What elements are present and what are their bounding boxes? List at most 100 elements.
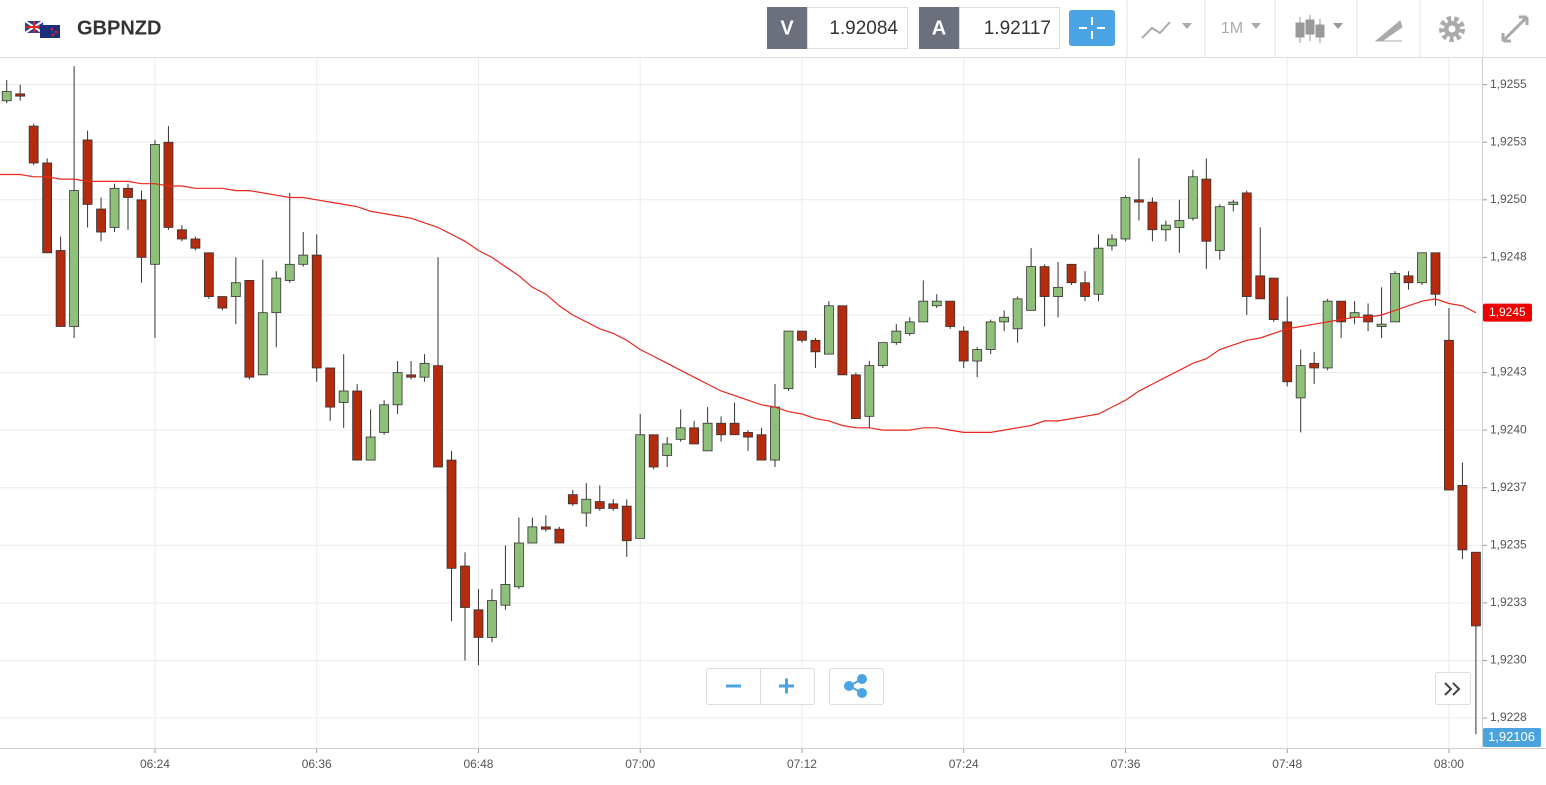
candle-body: [864, 365, 875, 417]
share-box[interactable]: [829, 668, 884, 705]
candle-body: [1214, 206, 1225, 251]
candle-body: [109, 187, 120, 228]
timeframe[interactable]: 1M: [1221, 20, 1243, 37]
crosshair-button[interactable]: [1069, 10, 1115, 46]
moving-average-line: [0, 173, 1477, 433]
candle-body: [433, 365, 443, 468]
candle-body: [1134, 199, 1144, 203]
candle-body: [460, 565, 470, 608]
candle-body: [1295, 365, 1306, 399]
candle-body: [500, 584, 511, 606]
y-tick-label: 1,9253: [1490, 134, 1527, 148]
candle-body: [379, 404, 390, 433]
candle-body: [716, 422, 726, 436]
candle-body: [284, 263, 295, 281]
candle-body: [298, 254, 309, 265]
candle-body: [69, 190, 79, 327]
candle-body: [527, 526, 538, 544]
candle-body: [28, 125, 39, 164]
candle-body: [824, 305, 834, 355]
candle-body: [1107, 238, 1117, 247]
candle-type-button[interactable]: [1295, 15, 1343, 43]
scroll-end-icon: [1444, 682, 1461, 696]
ask-box: [959, 7, 1060, 49]
ma-tag-bg: [1483, 303, 1532, 322]
candle-body: [958, 330, 969, 362]
candle-body: [338, 390, 349, 403]
candle-body: [1268, 277, 1279, 320]
ask-price: 1.92117: [984, 18, 1051, 39]
candle-body: [1376, 323, 1387, 327]
candle-body: [1201, 178, 1212, 242]
settings-button[interactable]: [1439, 16, 1465, 42]
candle-body: [945, 300, 956, 327]
candle-body: [1039, 266, 1050, 297]
candle-body: [1444, 339, 1454, 491]
candle-body: [446, 459, 457, 569]
candle-body: [55, 250, 66, 327]
flag-icon: [24, 20, 60, 38]
ask-button[interactable]: [919, 7, 959, 49]
y-tick-label: 1,9240: [1490, 422, 1527, 436]
candle-body: [770, 406, 780, 461]
candle-body: [514, 542, 524, 588]
zoom-controls: [706, 668, 1471, 705]
candle-body: [689, 427, 700, 445]
expand-button[interactable]: [1501, 15, 1529, 43]
candle-body: [877, 342, 888, 367]
candle-body: [1403, 275, 1414, 284]
candle-body: [972, 349, 983, 362]
candle-body: [217, 296, 228, 309]
scroll-end-button[interactable]: [1435, 672, 1471, 705]
candle-body: [594, 501, 605, 509]
candle-body: [635, 434, 646, 539]
candle-body: [554, 528, 565, 544]
candle-body: [1120, 197, 1131, 240]
candle-body: [230, 282, 241, 297]
candle-body: [1349, 312, 1360, 318]
candle-body: [419, 362, 430, 378]
draw-button[interactable]: [1374, 20, 1403, 42]
ma-tag: 1,9245: [1489, 305, 1526, 319]
candle-body: [1430, 252, 1441, 295]
candle-body: [1390, 273, 1400, 323]
x-tick-label: 07:00: [625, 757, 655, 771]
zoom-in[interactable]: [779, 678, 794, 694]
candle-body: [82, 139, 93, 205]
y-tick-label: 1,9235: [1490, 537, 1527, 551]
candle-body: [931, 300, 942, 307]
y-tick-label: 1,9243: [1490, 365, 1527, 379]
y-tick-label: 1,9237: [1490, 480, 1527, 494]
y-tick-label: 1,9250: [1490, 192, 1527, 206]
candle-body: [271, 277, 282, 314]
candle-body: [1187, 176, 1198, 219]
candle-body: [850, 374, 861, 420]
ask-label: A: [932, 17, 946, 39]
candle-body: [608, 503, 619, 509]
candle-body: [352, 390, 363, 461]
candle-body: [123, 187, 133, 198]
candle-body: [904, 321, 915, 334]
candle-body: [729, 422, 740, 436]
candle-body: [190, 238, 201, 249]
candle-body: [837, 305, 848, 376]
candle-body: [311, 254, 322, 369]
x-tick-label: 06:36: [302, 757, 332, 771]
candle-body: [1, 91, 12, 102]
chart-type-button[interactable]: [1141, 21, 1192, 39]
candle-body: [999, 316, 1010, 323]
last-price-tag: 1,92106: [1488, 729, 1535, 744]
candle-body: [1457, 485, 1468, 551]
candle-body: [1282, 321, 1293, 383]
bid-button[interactable]: [767, 7, 807, 49]
crosshair-icon: [1079, 17, 1105, 39]
candle-body: [163, 141, 174, 228]
y-tick-label: 1,9233: [1490, 595, 1527, 609]
timeframe-arrow: [1251, 23, 1261, 29]
symbol: GBPNZD: [77, 17, 161, 39]
candle-body: [743, 432, 753, 438]
candle-body: [985, 321, 996, 350]
candle-body: [1336, 300, 1347, 323]
